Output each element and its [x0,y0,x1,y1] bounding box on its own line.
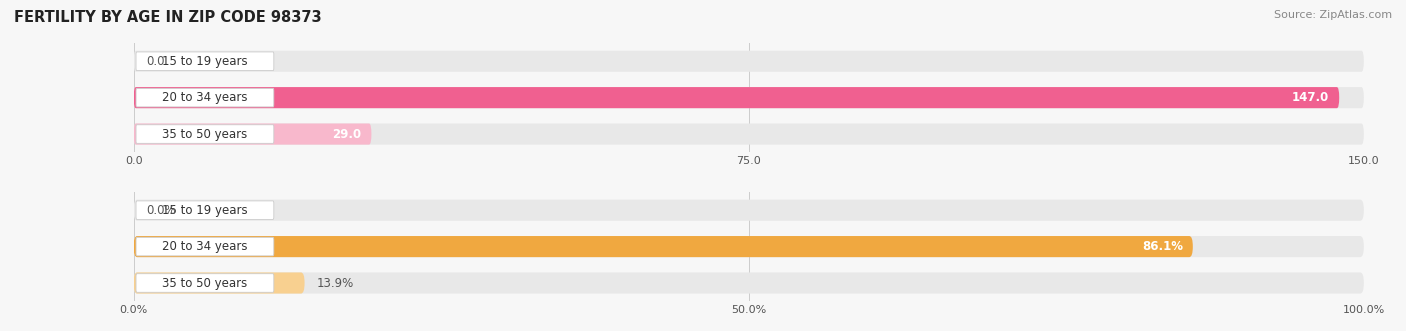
FancyBboxPatch shape [136,125,274,143]
Text: FERTILITY BY AGE IN ZIP CODE 98373: FERTILITY BY AGE IN ZIP CODE 98373 [14,10,322,25]
FancyBboxPatch shape [134,272,1364,294]
Text: 0.0%: 0.0% [146,204,176,217]
FancyBboxPatch shape [136,88,274,107]
Text: 20 to 34 years: 20 to 34 years [162,91,247,104]
FancyBboxPatch shape [136,201,274,219]
FancyBboxPatch shape [134,236,1364,257]
Text: 0.0: 0.0 [146,55,165,68]
FancyBboxPatch shape [134,87,1364,108]
Text: Source: ZipAtlas.com: Source: ZipAtlas.com [1274,10,1392,20]
FancyBboxPatch shape [134,236,1192,257]
FancyBboxPatch shape [136,237,274,256]
FancyBboxPatch shape [136,52,274,71]
Text: 29.0: 29.0 [332,127,361,141]
FancyBboxPatch shape [136,274,274,292]
Text: 13.9%: 13.9% [316,276,354,290]
FancyBboxPatch shape [134,123,371,145]
FancyBboxPatch shape [134,87,1340,108]
Text: 15 to 19 years: 15 to 19 years [162,204,247,217]
Text: 20 to 34 years: 20 to 34 years [162,240,247,253]
Text: 147.0: 147.0 [1292,91,1330,104]
FancyBboxPatch shape [134,51,1364,72]
Text: 35 to 50 years: 35 to 50 years [162,276,247,290]
FancyBboxPatch shape [134,200,1364,221]
Text: 35 to 50 years: 35 to 50 years [162,127,247,141]
Text: 15 to 19 years: 15 to 19 years [162,55,247,68]
Text: 86.1%: 86.1% [1142,240,1182,253]
FancyBboxPatch shape [134,272,305,294]
FancyBboxPatch shape [134,123,1364,145]
